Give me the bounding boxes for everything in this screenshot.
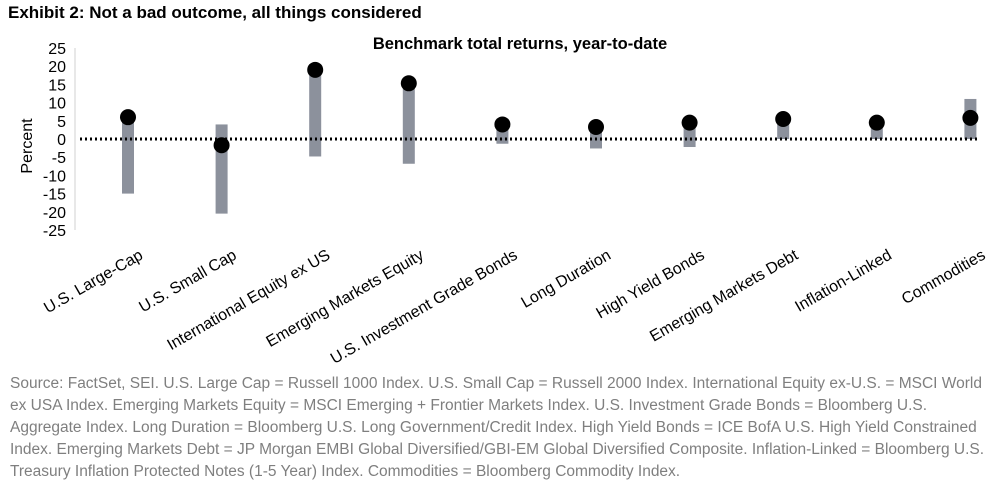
ytd-dot: [494, 116, 511, 133]
source-note: Source: FactSet, SEI. U.S. Large Cap = R…: [10, 375, 985, 480]
x-tick-label: Commodities: [899, 247, 988, 308]
x-tick-label: International Equity ex US: [164, 247, 333, 354]
exhibit-title: Exhibit 2: Not a bad outcome, all things…: [8, 3, 422, 22]
y-tick-label: -15: [43, 187, 66, 204]
ytd-dot: [120, 109, 136, 126]
ytd-dot: [213, 137, 230, 154]
x-tick-label: Emerging Markets Debt: [647, 246, 802, 345]
y-tick-label: -20: [43, 205, 66, 222]
ytd-dot: [588, 118, 604, 135]
x-tick-label: Emerging Markets Equity: [264, 247, 427, 351]
ytd-dot: [681, 114, 698, 131]
ytd-dot: [307, 61, 324, 78]
ytd-dot: [400, 75, 417, 92]
range-dot-chart: Benchmark total returns, year-to-date Pe…: [19, 35, 988, 368]
y-tick-label: -25: [43, 223, 66, 240]
y-tick-label: 0: [57, 132, 66, 149]
x-tick-label: U.S. Investment Grade Bonds: [328, 247, 521, 368]
ytd-dot: [775, 110, 792, 127]
y-tick-label: 25: [48, 41, 66, 58]
ytd-dot: [962, 109, 979, 126]
x-tick-label: U.S. Large-Cap: [41, 247, 146, 317]
y-tick-label: 15: [48, 77, 66, 94]
range-bar: [309, 69, 322, 157]
chart-title: Benchmark total returns, year-to-date: [373, 35, 667, 53]
x-tick-label: Long Duration: [518, 247, 614, 312]
ytd-dot: [868, 114, 885, 131]
y-axis-label: Percent: [19, 118, 36, 174]
y-tick-label: -10: [43, 168, 66, 185]
range-bar: [402, 84, 415, 164]
y-tick-label: -5: [52, 150, 66, 167]
range-bar: [122, 117, 134, 194]
y-tick-label: 10: [48, 96, 66, 113]
x-tick-label: Inflation-Linked: [792, 247, 894, 316]
y-tick-label: 5: [57, 114, 66, 131]
y-tick-label: 20: [48, 59, 66, 76]
